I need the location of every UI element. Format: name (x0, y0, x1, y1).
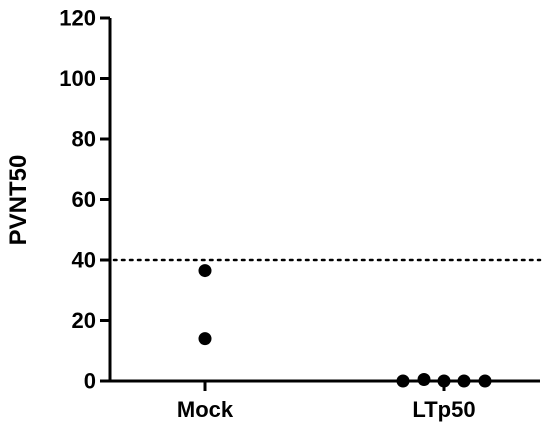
data-point-ltp50 (417, 372, 431, 386)
data-points (198, 264, 492, 388)
y-tick-label: 120 (59, 6, 96, 31)
data-point-ltp50 (437, 374, 451, 388)
data-point-mock (198, 332, 212, 346)
y-axis-title: PVNT50 (5, 155, 32, 246)
axes (100, 16, 540, 391)
y-tick-label: 80 (72, 127, 96, 152)
data-point-ltp50 (396, 374, 410, 388)
y-tick-label: 20 (72, 308, 96, 333)
y-tick-label: 60 (72, 187, 96, 212)
data-point-mock (198, 264, 212, 278)
x-tick-labels: Mock LTp50 (177, 397, 476, 422)
y-tick-label: 100 (59, 66, 96, 91)
y-tick-labels: 0 20 40 60 80 100 120 (59, 6, 96, 394)
y-tick-label: 40 (72, 248, 96, 273)
x-tick-label: LTp50 (412, 397, 475, 422)
x-tick-label: Mock (177, 397, 234, 422)
y-tick-label: 0 (84, 369, 96, 394)
data-point-ltp50 (457, 374, 471, 388)
data-point-ltp50 (478, 374, 492, 388)
